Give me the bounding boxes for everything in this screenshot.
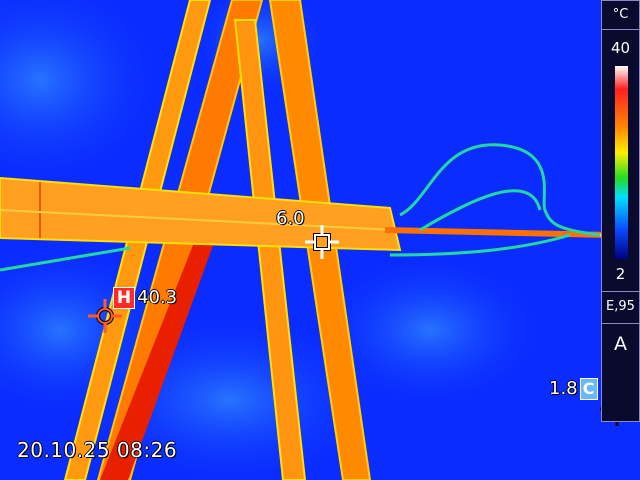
conductor-wires [0,143,601,272]
divider [602,291,639,292]
crossarm [0,176,402,252]
center-crosshair-icon[interactable] [305,225,339,259]
tower-leg-hot [100,240,215,480]
cold-spot-badge: C [579,378,598,400]
timestamp: 20.10.25 08:26 [17,438,178,462]
divider [602,323,639,324]
hot-spot-badge: H [113,287,135,309]
cold-spot-label: 1.8 C [549,378,598,400]
cold-spot-value: 1.8 [549,378,578,399]
hot-spot-value: 40.3 [137,287,178,308]
divider [602,29,639,30]
insulator [384,227,611,238]
scale-min-value: 2 [615,265,626,283]
center-spot-value: 6.0 [276,208,305,229]
scale-max-value: 40 [610,39,631,57]
emissivity-value: E,95 [606,299,635,314]
tower-leg-diag [233,19,307,480]
color-scale-panel: °C 40 2 E,95 A [601,0,640,422]
color-scale-bar [615,66,628,259]
hot-spot-label: H 40.3 [113,287,177,309]
range-mode[interactable]: A [614,333,627,355]
hot-crosshair-icon[interactable] [88,299,122,333]
unit-label: °C [612,7,629,22]
